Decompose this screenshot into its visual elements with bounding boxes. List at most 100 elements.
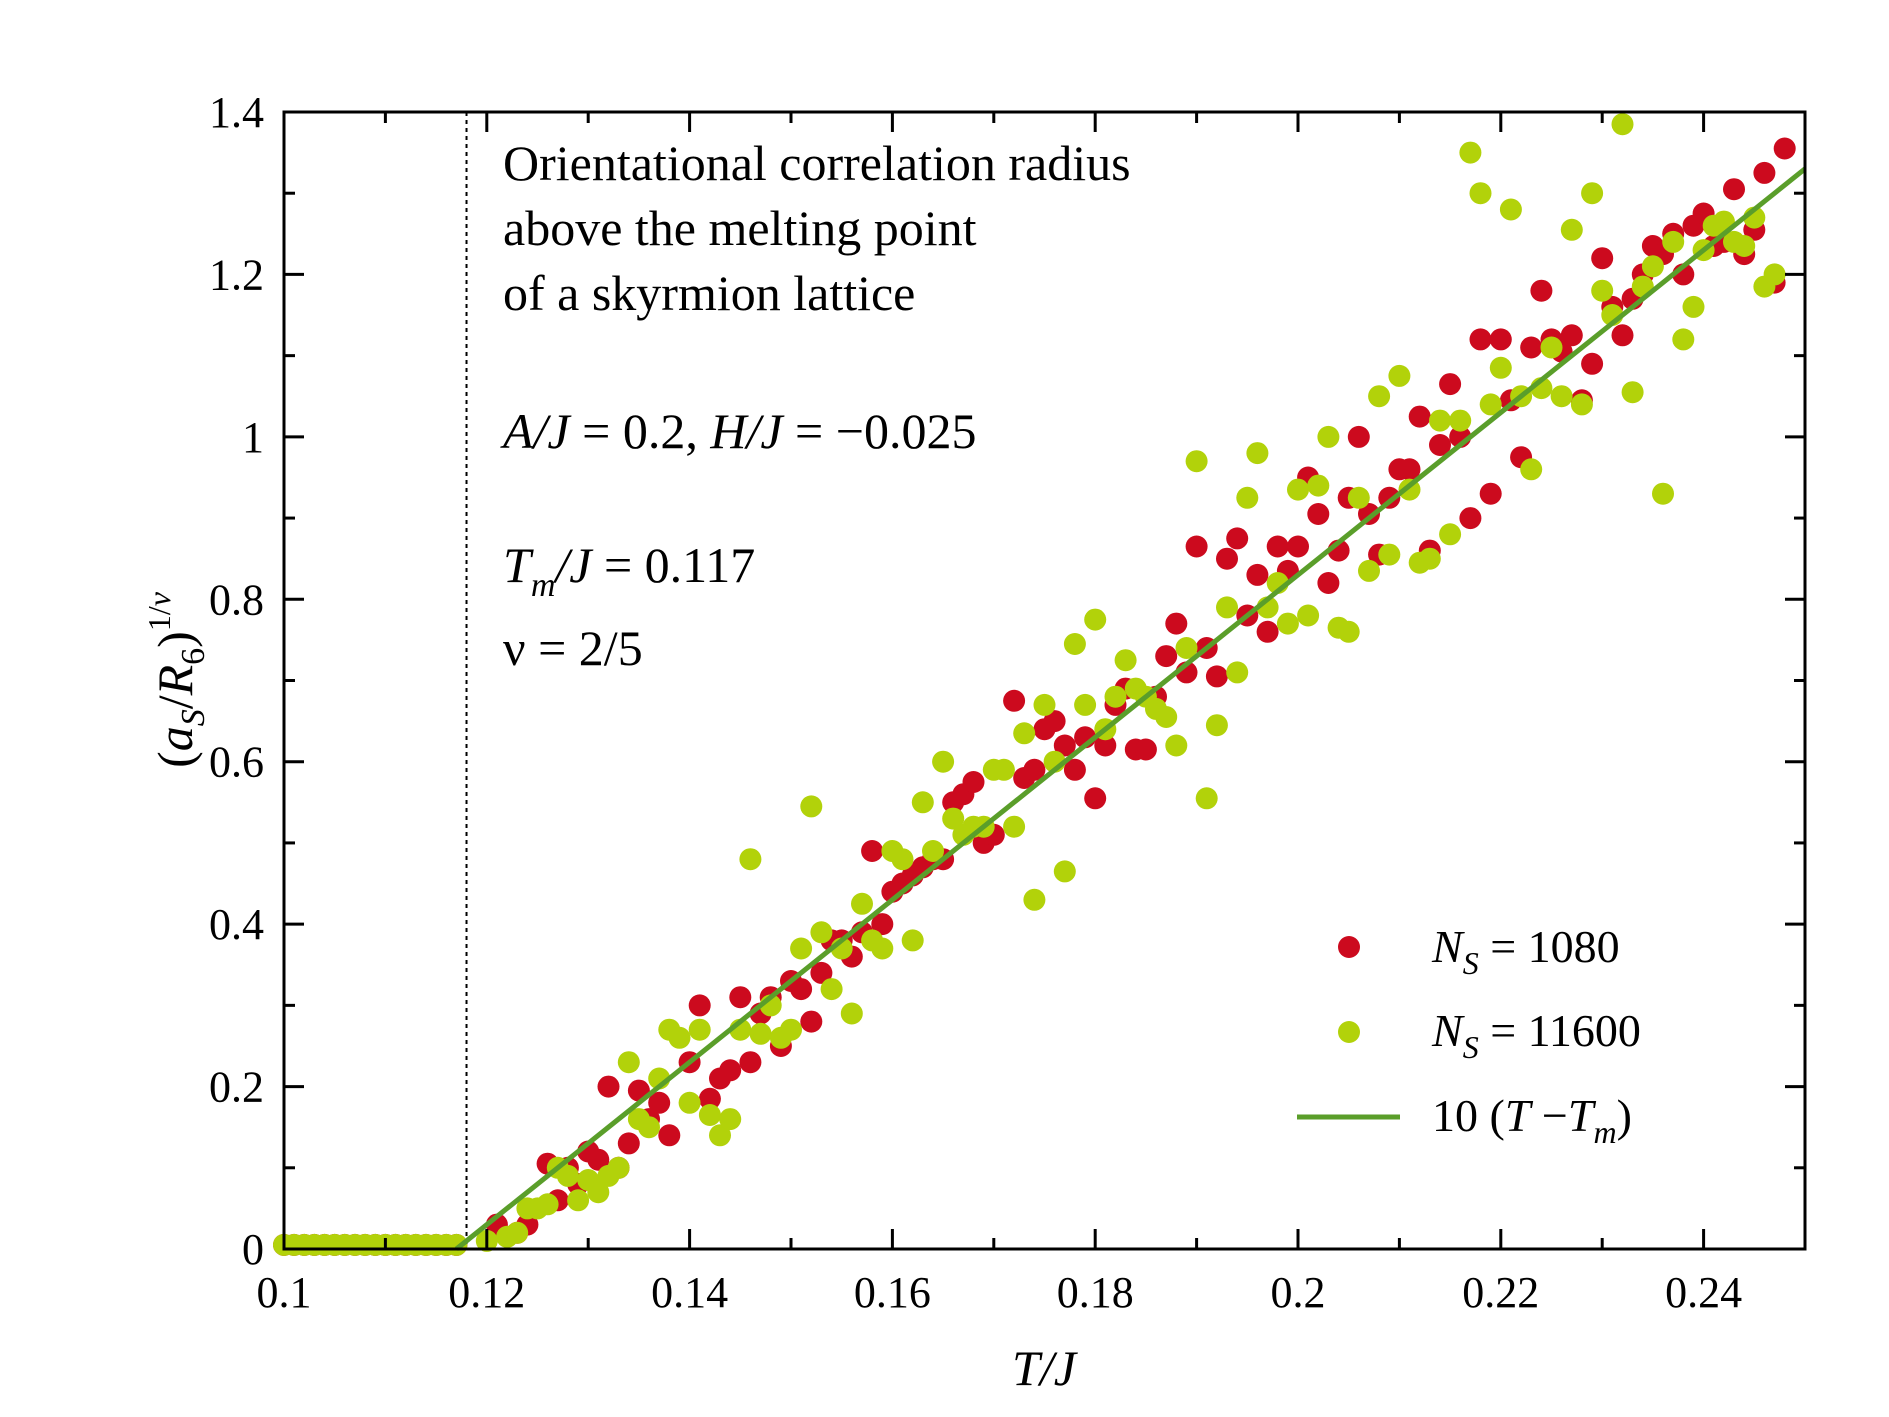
- data-point-series1: [1256, 620, 1279, 643]
- data-point-series1: [1287, 535, 1309, 558]
- data-point-series2: [1439, 523, 1462, 546]
- x-tick-labels: 0.1 0.12 0.14 0.16 0.18 0.2 0.22 0.24: [257, 1268, 1743, 1317]
- data-point-series1: [688, 994, 711, 1017]
- data-point-series2: [1347, 486, 1370, 509]
- data-point-series2: [1469, 182, 1492, 205]
- data-point-series1: [1003, 689, 1026, 712]
- data-point-series2: [1733, 235, 1756, 257]
- data-point-series2: [668, 1026, 691, 1049]
- data-point-series2: [1560, 218, 1583, 241]
- data-point-series1: [1560, 324, 1583, 347]
- data-point-series2: [992, 758, 1015, 781]
- legend-marker-series1: [1338, 936, 1360, 958]
- data-point-series2: [1520, 458, 1543, 481]
- data-point-series2: [1763, 263, 1786, 286]
- data-point-series1: [719, 1059, 742, 1082]
- data-point-series2: [749, 1022, 772, 1045]
- data-point-series2: [1418, 547, 1441, 570]
- data-point-series2: [506, 1221, 529, 1244]
- data-point-series1: [962, 771, 985, 793]
- data-point-series2: [1378, 543, 1401, 566]
- data-point-series1: [587, 1148, 610, 1171]
- x-tick-label: 0.22: [1462, 1268, 1539, 1317]
- data-point-series1: [790, 978, 813, 1001]
- x-tick-label: 0.2: [1271, 1268, 1326, 1317]
- data-point-series2: [1581, 182, 1604, 205]
- data-point-series2: [719, 1108, 742, 1131]
- data-point-series1: [1723, 178, 1745, 201]
- data-point-series1: [1479, 482, 1502, 505]
- data-point-series2: [1216, 596, 1238, 619]
- data-point-series1: [1084, 787, 1107, 810]
- data-point-series2: [1358, 559, 1380, 582]
- data-point-series1: [1611, 324, 1634, 347]
- data-point-series2: [1205, 714, 1228, 737]
- data-point-series2: [1287, 478, 1309, 501]
- data-point-series2: [638, 1116, 660, 1139]
- data-point-series2: [1023, 888, 1046, 911]
- data-point-series2: [1307, 474, 1330, 497]
- data-point-series1: [739, 1051, 762, 1074]
- data-point-series2: [1114, 649, 1137, 672]
- x-tick-label: 0.12: [448, 1268, 525, 1317]
- data-point-series1: [1408, 405, 1431, 428]
- data-point-series1: [1155, 645, 1178, 668]
- data-point-series1: [658, 1124, 681, 1147]
- y-tick-label: 0.6: [209, 738, 264, 787]
- data-point-series1: [1459, 507, 1482, 530]
- data-point-series1: [1317, 572, 1340, 594]
- data-point-series1: [648, 1091, 671, 1114]
- data-point-series1: [698, 1087, 721, 1110]
- data-point-series2: [1611, 113, 1634, 136]
- data-point-series1: [1134, 738, 1157, 761]
- data-point-series2: [1591, 279, 1614, 302]
- data-point-series1: [1347, 425, 1370, 448]
- data-point-series1: [810, 961, 833, 984]
- data-point-series2: [1185, 450, 1208, 473]
- data-point-series2: [1297, 604, 1320, 627]
- annotation-tm: Tm/J = 0.117: [503, 537, 755, 604]
- data-point-series2: [1104, 685, 1127, 708]
- axis-ticks: [282, 110, 1807, 1251]
- legend-label-fit: 10 (T −Tm): [1432, 1090, 1632, 1150]
- data-point-series2: [1155, 706, 1178, 728]
- data-point-series2: [1540, 336, 1563, 359]
- data-point-series1: [871, 913, 894, 936]
- x-tick-label: 0.24: [1665, 1268, 1742, 1317]
- data-markers: [273, 113, 1796, 1256]
- y-tick-label: 0.4: [209, 900, 264, 949]
- data-point-series1: [1226, 527, 1249, 550]
- data-point-series1: [729, 986, 752, 1009]
- data-point-series1: [1266, 535, 1289, 558]
- y-tick-label: 0.2: [209, 1063, 264, 1112]
- data-point-series2: [840, 1002, 863, 1025]
- annotation-nu: ν = 2/5: [503, 620, 643, 676]
- data-point-series1: [1165, 612, 1188, 635]
- data-point-series2: [1550, 385, 1573, 408]
- data-point-series2: [1652, 482, 1674, 505]
- data-point-series2: [1621, 381, 1644, 404]
- data-point-series1: [1307, 503, 1330, 525]
- data-point-series1: [1205, 665, 1228, 688]
- data-point-series2: [820, 978, 843, 1001]
- data-point-series1: [1398, 458, 1421, 481]
- data-point-series2: [1236, 486, 1259, 509]
- data-point-series2: [1429, 409, 1451, 432]
- data-point-series2: [1074, 693, 1097, 716]
- data-point-series2: [790, 937, 813, 960]
- data-point-series2: [1682, 295, 1705, 318]
- data-point-series1: [1439, 373, 1462, 396]
- data-point-series2: [617, 1051, 640, 1074]
- data-point-series2: [688, 1018, 711, 1041]
- data-point-series1: [1489, 328, 1512, 351]
- data-point-series2: [1662, 230, 1685, 253]
- data-point-series1: [800, 1010, 823, 1033]
- data-point-series2: [1479, 393, 1502, 416]
- data-point-series2: [587, 1181, 610, 1204]
- data-point-series1: [1591, 247, 1614, 270]
- data-point-series2: [556, 1164, 579, 1187]
- data-point-series1: [1216, 547, 1238, 570]
- data-point-series2: [1368, 385, 1391, 408]
- data-point-series2: [1672, 328, 1695, 351]
